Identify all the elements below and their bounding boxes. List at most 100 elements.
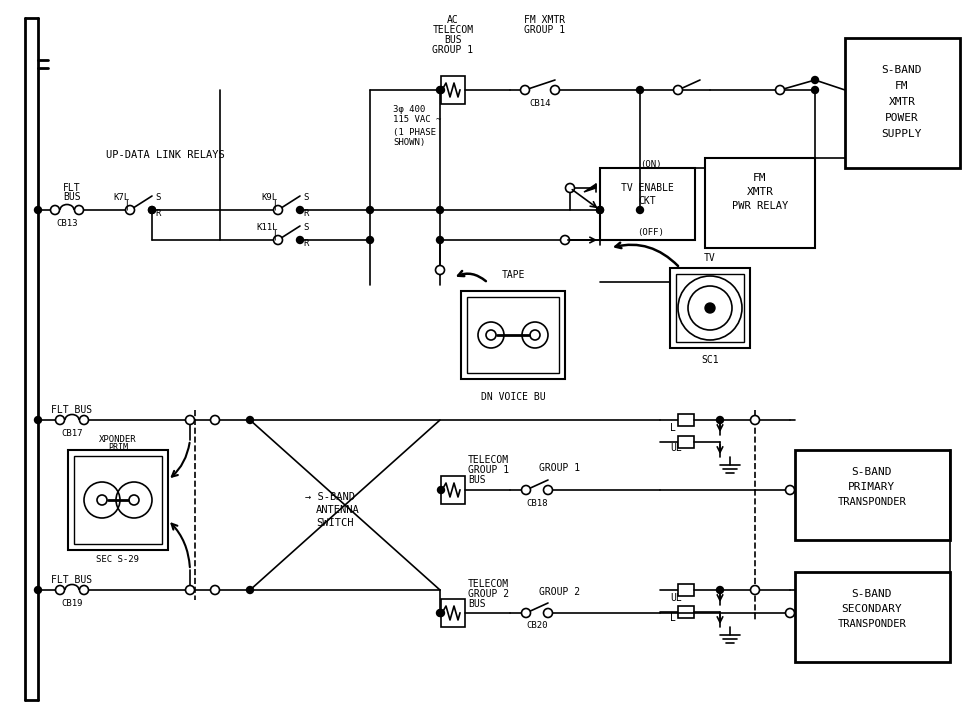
Circle shape: [210, 416, 219, 424]
Circle shape: [185, 416, 195, 424]
Circle shape: [750, 416, 759, 424]
Text: BUS: BUS: [63, 192, 80, 202]
Text: |: |: [271, 230, 278, 240]
Bar: [74, 456, 162, 544]
Text: FLT: FLT: [63, 183, 80, 193]
Text: TV ENABLE: TV ENABLE: [620, 183, 672, 193]
Text: SUPPLY: SUPPLY: [881, 129, 922, 139]
Circle shape: [704, 303, 714, 313]
Circle shape: [716, 416, 723, 424]
Circle shape: [436, 87, 443, 93]
Bar: [795, 450, 949, 540]
Circle shape: [565, 184, 574, 192]
Circle shape: [785, 486, 794, 495]
Text: |: |: [123, 200, 130, 210]
Text: FM: FM: [753, 173, 766, 183]
Text: SHOWN): SHOWN): [392, 139, 424, 147]
Text: CB19: CB19: [61, 599, 82, 609]
Bar: [677, 436, 693, 448]
Text: UL: UL: [670, 443, 681, 453]
Text: TELECOM: TELECOM: [467, 455, 509, 465]
Text: S: S: [302, 194, 308, 202]
Circle shape: [148, 207, 155, 213]
Text: UP-DATA LINK RELAYS: UP-DATA LINK RELAYS: [106, 150, 224, 160]
Text: CB20: CB20: [526, 622, 547, 630]
Circle shape: [185, 586, 195, 594]
Bar: [677, 414, 693, 426]
Text: S-BAND: S-BAND: [851, 467, 891, 477]
Text: UL: UL: [670, 593, 681, 603]
Text: BUS: BUS: [467, 599, 485, 609]
Text: FM: FM: [894, 81, 908, 91]
Text: S-BAND: S-BAND: [851, 589, 891, 599]
Text: ANTENNA: ANTENNA: [316, 505, 359, 515]
Circle shape: [366, 236, 373, 244]
Bar: [677, 606, 693, 618]
Bar: [441, 476, 464, 504]
Bar: [441, 76, 464, 104]
Circle shape: [596, 207, 603, 213]
Circle shape: [35, 207, 42, 213]
Circle shape: [521, 609, 530, 617]
Circle shape: [436, 236, 443, 244]
Text: FM XMTR: FM XMTR: [524, 15, 565, 25]
Text: S: S: [302, 223, 308, 233]
Text: CB13: CB13: [56, 220, 78, 228]
Bar: [68, 450, 168, 550]
Circle shape: [774, 85, 784, 95]
Text: TRANSPONDER: TRANSPONDER: [837, 619, 905, 629]
Circle shape: [125, 205, 135, 215]
Circle shape: [636, 87, 642, 93]
Text: (OFF): (OFF): [637, 228, 664, 237]
Bar: [675, 274, 743, 342]
Text: FLT BUS: FLT BUS: [51, 405, 92, 415]
Text: GROUP 2: GROUP 2: [467, 589, 509, 599]
Circle shape: [596, 207, 603, 213]
Circle shape: [55, 416, 64, 424]
Circle shape: [636, 207, 642, 213]
Text: R: R: [302, 239, 308, 249]
Circle shape: [543, 609, 552, 617]
Text: GROUP 2: GROUP 2: [539, 587, 580, 597]
Text: (ON): (ON): [640, 161, 661, 169]
Circle shape: [437, 487, 444, 494]
Bar: [677, 584, 693, 596]
Circle shape: [716, 586, 723, 594]
Text: BUS: BUS: [467, 475, 485, 485]
Text: GROUP 1: GROUP 1: [467, 465, 509, 475]
Circle shape: [550, 85, 559, 95]
Text: TV: TV: [703, 253, 715, 263]
Text: R: R: [155, 210, 160, 218]
Text: → S-BAND: → S-BAND: [304, 492, 355, 502]
Circle shape: [75, 205, 83, 215]
Text: PRIMARY: PRIMARY: [848, 482, 894, 492]
Text: L: L: [670, 423, 675, 433]
Text: S-BAND: S-BAND: [881, 65, 922, 75]
Circle shape: [246, 586, 253, 594]
Text: FLT BUS: FLT BUS: [51, 575, 92, 585]
Text: TELECOM: TELECOM: [467, 579, 509, 589]
Bar: [600, 168, 694, 240]
Bar: [466, 297, 558, 373]
Circle shape: [366, 207, 373, 213]
Text: CB17: CB17: [61, 429, 82, 439]
Circle shape: [811, 77, 818, 83]
Circle shape: [55, 586, 64, 594]
Circle shape: [785, 609, 794, 617]
Circle shape: [79, 586, 88, 594]
Bar: [704, 158, 814, 248]
Text: POWER: POWER: [884, 113, 918, 123]
Text: L: L: [670, 613, 675, 623]
Text: SECONDARY: SECONDARY: [841, 604, 901, 614]
Circle shape: [273, 205, 282, 215]
Text: K11L: K11L: [256, 223, 278, 233]
Text: XMTR: XMTR: [888, 97, 915, 107]
Text: BUS: BUS: [444, 35, 461, 45]
Circle shape: [437, 609, 444, 617]
Circle shape: [297, 207, 303, 213]
Circle shape: [750, 586, 759, 594]
Circle shape: [672, 85, 682, 95]
Bar: [795, 572, 949, 662]
Circle shape: [436, 609, 443, 617]
Circle shape: [811, 87, 818, 93]
